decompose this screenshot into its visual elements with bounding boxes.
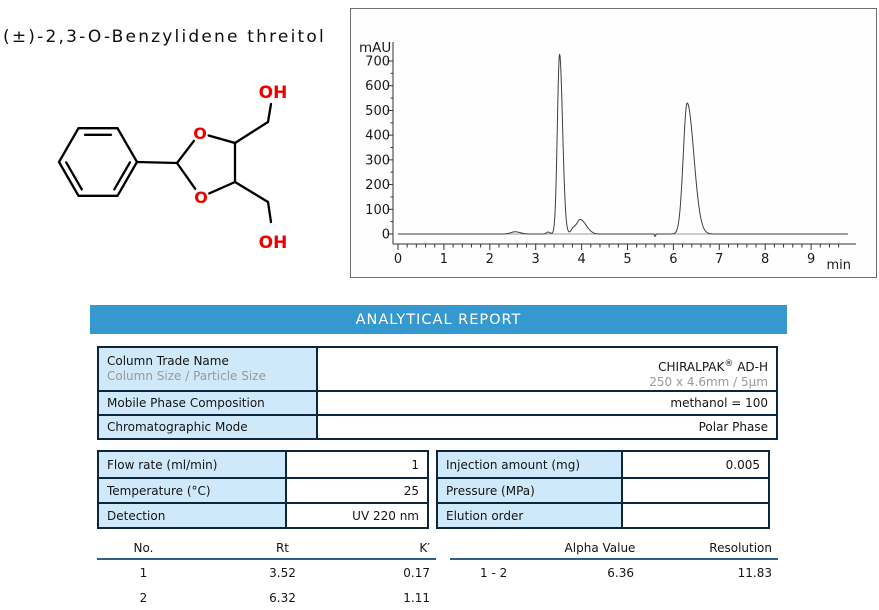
svg-text:0: 0 <box>394 252 402 267</box>
y-axis-unit-label: mAU <box>359 40 391 56</box>
peak2-no: 2 <box>139 590 148 605</box>
bond-c5-ch2-bottom <box>233 180 270 204</box>
peak1-rt: 3.52 <box>269 565 296 580</box>
temperature-label: Temperature (°C) <box>99 477 287 502</box>
header-rt: Rt <box>190 538 375 560</box>
header-kprime: K′ <box>375 538 436 560</box>
conditions-table-left: Flow rate (ml/min) 1 Temperature (°C) 25… <box>97 450 429 529</box>
svg-text:4: 4 <box>577 252 585 267</box>
bond-phenyl-acetal <box>135 160 179 165</box>
benzene-ring <box>57 127 139 197</box>
elution-order-value <box>623 502 768 527</box>
chromatogram-plot: mAU min 0 100 200 300 400 500 600 700 0 1 2 3 4 5 6 7 8 9 <box>359 40 856 273</box>
peak2-kprime: 1.11 <box>403 590 430 605</box>
hydroxyl-top-label: OH <box>259 83 288 103</box>
bond-c2-o1 <box>175 139 196 165</box>
x-axis-unit-label: min <box>826 258 851 273</box>
double-bond-lower-left <box>65 161 83 191</box>
pressure-value <box>623 477 768 502</box>
header-alpha-value: Alpha Value <box>560 538 640 560</box>
svg-text:9: 9 <box>807 252 815 267</box>
svg-text:2: 2 <box>486 252 494 267</box>
svg-text:6: 6 <box>669 252 677 267</box>
heteroatom-labels: O O OH OH <box>193 83 287 253</box>
compound-name: (±)-2,3-O-Benzylidene threitol <box>3 27 326 47</box>
bond-group <box>57 102 273 224</box>
temperature-value: 25 <box>287 477 427 502</box>
chromatographic-mode-label: Chromatographic Mode <box>99 414 318 438</box>
svg-text:300: 300 <box>365 153 390 168</box>
ring-oxygen-top-label: O <box>193 124 207 143</box>
svg-text:5: 5 <box>623 252 631 267</box>
bond-o1-c4 <box>207 134 237 145</box>
flow-rate-value: 1 <box>411 457 419 472</box>
mobile-phase-value: methanol = 100 <box>318 390 776 414</box>
bond-o3-c5 <box>208 180 237 195</box>
analytical-report-title: ANALYTICAL REPORT <box>355 311 522 328</box>
column-trade-name-value: CHIRALPAK® AD-H <box>658 359 768 374</box>
chromatographic-mode-value: Polar Phase <box>318 414 776 438</box>
mobile-phase-label: Mobile Phase Composition <box>99 390 318 414</box>
pressure-label: Pressure (MPa) <box>438 477 623 502</box>
svg-text:500: 500 <box>365 104 390 119</box>
svg-text:3: 3 <box>532 252 540 267</box>
column-trade-name-label-cell: Column Trade Name Column Size / Particle… <box>99 348 318 390</box>
svg-text:1: 1 <box>440 252 448 267</box>
peak2-rt: 6.32 <box>269 590 296 605</box>
signal-trace <box>398 53 848 238</box>
ring-oxygen-bottom-label: O <box>194 188 208 207</box>
bond-c4-ch2-top <box>233 120 270 145</box>
analytical-report-header: ANALYTICAL REPORT <box>90 305 787 334</box>
injection-amount-label: Injection amount (mg) <box>438 452 623 477</box>
peak1-no: 1 <box>139 565 148 580</box>
column-info-table: Column Trade Name Column Size / Particle… <box>97 346 778 440</box>
svg-text:400: 400 <box>365 129 390 144</box>
hydroxyl-bottom-label: OH <box>259 233 288 253</box>
registered-trademark-symbol: ® <box>724 359 734 369</box>
column-trade-name-value-cell: CHIRALPAK® AD-H 250 x 4.6mm / 5µm <box>318 348 776 390</box>
bond-ch2-oh-top <box>266 102 273 124</box>
bond-c2-o3 <box>175 161 197 190</box>
pair-1-2-label: 1 - 2 <box>480 565 508 580</box>
alpha-value: 6.36 <box>607 565 634 580</box>
svg-text:600: 600 <box>365 79 390 94</box>
injection-amount-value: 0.005 <box>725 457 760 472</box>
axes: 0 100 200 300 400 500 600 700 0 1 2 3 4 5 6 7 8 9 <box>365 42 856 267</box>
double-bond-lower-right <box>113 161 132 191</box>
column-trade-name-label: Column Trade Name <box>107 354 229 368</box>
detection-value: UV 220 nm <box>287 502 427 527</box>
svg-text:0: 0 <box>382 228 390 243</box>
header-pair-spacer <box>450 538 560 560</box>
peak1-kprime: 0.17 <box>403 565 430 580</box>
peak-results-table: No. Rt K′ 1 3.52 0.17 2 6.32 1.11 <box>97 538 436 610</box>
resolution-value: 11.83 <box>737 565 772 580</box>
svg-text:200: 200 <box>365 178 390 193</box>
bond-ch2-oh-bottom <box>266 200 273 224</box>
conditions-table-right: Injection amount (mg) 0.005 Pressure (MP… <box>436 450 770 529</box>
results-section: No. Rt K′ 1 3.52 0.17 2 6.32 1.11 Alpha … <box>97 538 778 610</box>
flow-rate-label: Flow rate (ml/min) <box>99 452 287 477</box>
conditions-tables: Flow rate (ml/min) 1 Temperature (°C) 25… <box>97 450 770 529</box>
svg-text:7: 7 <box>715 252 723 267</box>
elution-order-label: Elution order <box>438 502 623 527</box>
separation-results-table: Alpha Value Resolution 1 - 2 6.36 11.83 <box>450 538 778 610</box>
header-resolution: Resolution <box>640 538 778 560</box>
svg-text:700: 700 <box>365 55 390 70</box>
svg-text:100: 100 <box>365 203 390 218</box>
header-no: No. <box>97 538 190 560</box>
column-size-label: Column Size / Particle Size <box>107 369 266 383</box>
molecule-structure: O O OH OH <box>57 83 287 253</box>
detection-label: Detection <box>99 502 287 527</box>
svg-text:8: 8 <box>761 252 769 267</box>
column-size-value: 250 x 4.6mm / 5µm <box>649 375 768 389</box>
chromatogram-panel: mAU min 0 100 200 300 400 500 600 700 0 1 2 3 4 5 6 7 8 9 <box>350 8 877 278</box>
